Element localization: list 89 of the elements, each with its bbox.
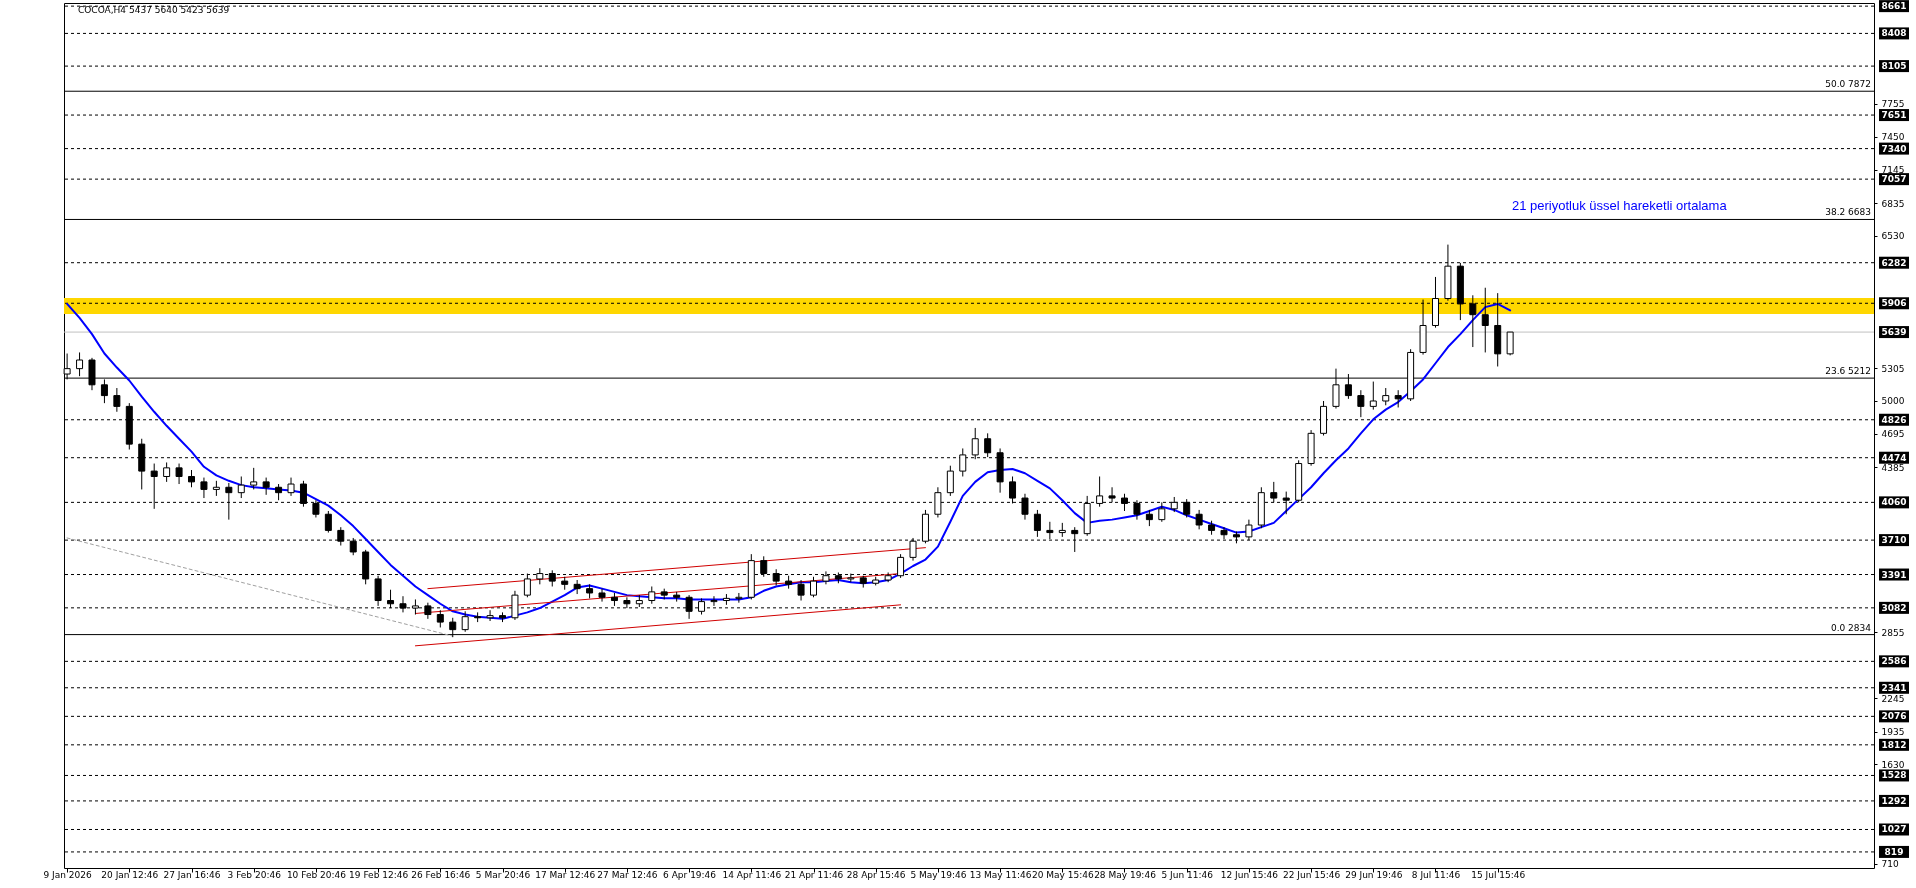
candlestick xyxy=(486,609,494,622)
x-tick-label: 14 Apr 11:46 xyxy=(722,869,782,880)
candlestick xyxy=(1369,381,1377,411)
candlestick xyxy=(287,477,295,497)
x-tick-label: 27 Mar 12:46 xyxy=(597,869,658,880)
y-tick-label: 6530 xyxy=(1881,231,1905,242)
x-tick-label: 5 May 19:46 xyxy=(910,869,967,880)
ref-line-label: 3391 xyxy=(1881,569,1907,580)
text: 21 periyotluk üssel hareketli ortalama xyxy=(1512,198,1728,214)
ref-line-label: 5639 xyxy=(1881,327,1907,338)
ref-line-label: 1292 xyxy=(1881,795,1907,806)
candlestick xyxy=(810,576,817,598)
candlestick xyxy=(250,467,258,490)
y-tick-label: 5000 xyxy=(1881,396,1905,407)
y-tick-label: 2855 xyxy=(1881,627,1905,638)
x-tick-label: 10 Feb 20:46 xyxy=(286,869,347,880)
candlestick xyxy=(175,463,183,485)
candlestick xyxy=(113,387,121,413)
candlestick xyxy=(200,477,208,499)
x-tick-label: 3 Feb 20:46 xyxy=(227,869,282,880)
x-tick-label: 28 Apr 15:46 xyxy=(846,869,906,880)
x-tick-label: 9 Jan 2026 xyxy=(43,869,92,880)
y-tick-label: 5305 xyxy=(1881,363,1905,374)
y-tick-label: 4385 xyxy=(1881,462,1905,473)
candlestick xyxy=(237,475,245,499)
candlestick xyxy=(735,592,743,604)
ref-line-label: 0.0 2834 xyxy=(1830,622,1872,633)
x-tick-label: 29 Jun 19:46 xyxy=(1345,869,1403,880)
y-tick-label: 7145 xyxy=(1881,165,1905,176)
candlestick xyxy=(324,510,332,534)
ref-line-label: 8661 xyxy=(1881,1,1907,12)
x-tick-label: 28 May 19:46 xyxy=(1094,869,1157,880)
ref-line-label: 2586 xyxy=(1881,656,1907,667)
ref-line-label: 4060 xyxy=(1881,497,1907,508)
y-tick-label: 7755 xyxy=(1881,99,1905,110)
x-tick-label: 15 Jul 15:46 xyxy=(1471,869,1526,880)
ref-line-label: 7057 xyxy=(1881,174,1907,185)
ref-line-label: 4826 xyxy=(1881,414,1907,425)
ref-line-label: 5906 xyxy=(1881,298,1907,309)
candlestick xyxy=(946,465,954,497)
y-tick-label: 1630 xyxy=(1881,759,1905,770)
y-tick-label: 1935 xyxy=(1881,727,1905,738)
x-tick-label: 12 Jun 15:46 xyxy=(1220,869,1279,880)
ref-line-label: 7651 xyxy=(1881,110,1907,121)
ref-line-label: 3710 xyxy=(1881,535,1907,546)
x-tick-label: 5 Mar 20:46 xyxy=(475,869,531,880)
ref-line-label: 1812 xyxy=(1881,739,1907,750)
y-tick-label: 6835 xyxy=(1881,198,1905,209)
candlestick xyxy=(1195,509,1203,530)
x-tick-label: 8 Jul 11:46 xyxy=(1411,869,1461,880)
ref-line-label: 2076 xyxy=(1881,711,1907,722)
ref-line-label: 6282 xyxy=(1881,257,1907,268)
ref-line-label: 50.0 7872 xyxy=(1825,79,1871,90)
ref-line-label: 1528 xyxy=(1881,770,1907,781)
candlestick xyxy=(1033,509,1041,538)
ref-line-label: 4474 xyxy=(1881,452,1907,463)
ref-line-label: 7340 xyxy=(1881,143,1907,154)
x-tick-label: 20 May 15:46 xyxy=(1031,869,1094,880)
candlestick xyxy=(573,579,581,595)
x-tick-label: 27 Jan 16:46 xyxy=(163,869,221,880)
x-tick-label: 20 Jan 12:46 xyxy=(101,869,159,880)
x-tick-label: 21 Apr 11:46 xyxy=(784,869,844,880)
candlestick xyxy=(598,588,606,603)
ref-line-label: 2341 xyxy=(1881,682,1907,693)
ref-line-label: 3082 xyxy=(1881,602,1907,613)
y-tick-label: 7450 xyxy=(1881,132,1905,143)
ref-line-label: 8105 xyxy=(1881,61,1907,72)
x-tick-label: 19 Feb 12:46 xyxy=(349,869,409,880)
x-tick-label: 5 Jun 11:46 xyxy=(1161,869,1214,880)
x-tick-label: 17 Mar 12:46 xyxy=(535,869,596,880)
candlestick xyxy=(163,461,171,483)
chart-title: COCOA,H4 5437 5640 5423 5639 xyxy=(78,5,230,15)
ref-line-label: 8408 xyxy=(1881,28,1907,39)
candlestick xyxy=(797,579,805,602)
x-tick-label: 22 Jun 15:46 xyxy=(1283,869,1341,880)
x-tick-label: 26 Feb 16:46 xyxy=(411,869,471,880)
y-tick-label: 2245 xyxy=(1881,693,1905,704)
ref-line-label: 819 xyxy=(1884,846,1904,857)
y-tick-label: 4695 xyxy=(1881,429,1905,440)
candlestick xyxy=(1357,389,1365,418)
ref-line-label: 1027 xyxy=(1881,824,1907,835)
candlestick xyxy=(461,610,469,633)
candlestick xyxy=(262,477,270,496)
ref-line-label: 23.6 5212 xyxy=(1825,366,1871,377)
x-tick-label: 6 Apr 19:46 xyxy=(663,869,717,880)
y-tick-label: 710 xyxy=(1881,859,1899,870)
ref-line-label: 38.2 6683 xyxy=(1825,207,1871,218)
x-tick-label: 13 May 11:46 xyxy=(969,869,1032,880)
candlestick xyxy=(984,432,992,458)
